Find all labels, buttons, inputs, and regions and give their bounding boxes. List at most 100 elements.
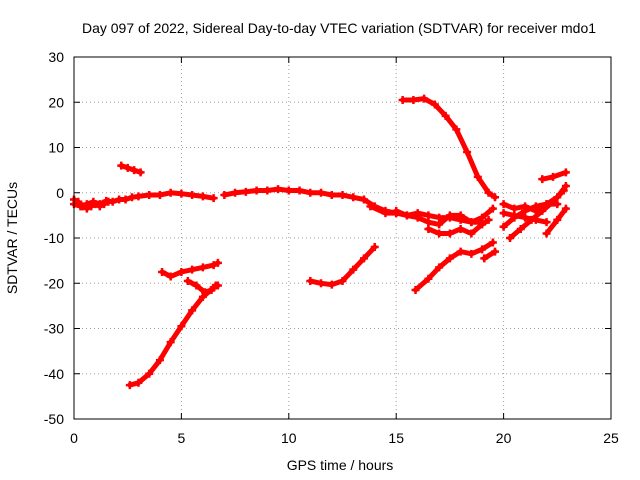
- data-point: [484, 188, 493, 197]
- data-point: [100, 200, 109, 209]
- data-point: [213, 258, 222, 267]
- data-point: [491, 193, 500, 202]
- data-point: [491, 247, 500, 256]
- data-point: [317, 279, 326, 288]
- data-point: [424, 218, 433, 227]
- series-track-7: [183, 276, 220, 297]
- data-point: [381, 209, 390, 218]
- data-point: [134, 192, 143, 201]
- data-point: [531, 202, 540, 211]
- data-point: [398, 95, 407, 104]
- data-point: [220, 191, 229, 200]
- data-point: [349, 265, 358, 274]
- data-point: [166, 188, 175, 197]
- data-point: [338, 191, 347, 200]
- x-tick-label: 5: [178, 430, 186, 446]
- data-point: [295, 186, 304, 195]
- data-point: [201, 288, 210, 297]
- series-track-13: [411, 238, 497, 295]
- data-point: [241, 187, 250, 196]
- data-point: [284, 186, 293, 195]
- data-point: [430, 100, 439, 109]
- series-track-12: [424, 215, 493, 238]
- data-point: [435, 213, 444, 222]
- data-point: [188, 265, 197, 274]
- data-point: [488, 204, 497, 213]
- data-point: [177, 267, 186, 276]
- data-point: [327, 280, 336, 289]
- series-track-19: [538, 168, 570, 184]
- chart-title: Day 097 of 2022, Sidereal Day-to-day VTE…: [82, 20, 596, 36]
- data-point: [155, 191, 164, 200]
- data-point: [561, 168, 570, 177]
- data-point: [177, 322, 186, 331]
- data-point: [538, 206, 547, 215]
- data-point: [478, 213, 487, 222]
- data-point: [456, 224, 465, 233]
- y-tick-labels: -50 -40 -30 -20 -10 0 10 20 30: [44, 49, 64, 427]
- data-point: [188, 191, 197, 200]
- data-point: [480, 254, 489, 263]
- series-track-11: [392, 204, 497, 229]
- data-point: [183, 276, 192, 285]
- data-point: [510, 204, 519, 213]
- data-point: [409, 95, 418, 104]
- data-point: [211, 281, 220, 290]
- series-line: [127, 283, 221, 388]
- x-axis-label: GPS time / hours: [287, 457, 394, 473]
- data-point: [136, 168, 145, 177]
- data-point: [549, 197, 558, 206]
- data-point: [91, 200, 100, 209]
- data-point: [366, 202, 375, 211]
- series-track-5: [125, 281, 222, 390]
- x-tick-label: 0: [70, 430, 78, 446]
- data-point: [87, 202, 96, 211]
- data-point: [74, 197, 83, 206]
- series-line: [393, 206, 496, 227]
- data-point: [424, 224, 433, 233]
- data-point: [166, 272, 175, 281]
- series-track-18: [506, 186, 568, 242]
- data-point: [473, 172, 482, 181]
- series-track-8: [306, 243, 379, 289]
- data-point: [306, 276, 315, 285]
- series-track-20: [542, 204, 570, 238]
- data-point: [413, 213, 422, 222]
- y-tick-label: 20: [48, 94, 64, 110]
- data-point: [478, 220, 487, 229]
- data-point: [317, 188, 326, 197]
- series-track-4: [117, 161, 145, 177]
- data-point: [499, 209, 508, 218]
- data-point: [130, 166, 139, 175]
- data-point: [231, 188, 240, 197]
- data-point: [506, 234, 515, 242]
- data-point: [274, 185, 283, 194]
- data-point: [445, 211, 454, 220]
- data-point: [467, 229, 476, 238]
- data-point: [420, 94, 429, 103]
- data-point: [435, 220, 444, 229]
- data-point: [521, 206, 530, 215]
- data-point: [145, 191, 154, 200]
- x-tick-label: 20: [496, 430, 512, 446]
- data-point: [145, 369, 154, 378]
- data-point: [78, 202, 87, 211]
- data-point: [467, 218, 476, 227]
- y-tick-label: 30: [48, 49, 64, 65]
- data-point: [435, 263, 444, 272]
- data-point: [392, 206, 401, 215]
- data-series: [70, 94, 570, 390]
- data-point: [209, 194, 218, 203]
- data-point: [484, 215, 493, 224]
- data-point: [445, 229, 454, 238]
- series-track-9: [398, 94, 500, 202]
- data-point: [467, 249, 476, 258]
- data-point: [198, 192, 207, 201]
- data-point: [527, 215, 536, 224]
- data-point: [134, 378, 143, 387]
- data-point: [188, 306, 197, 315]
- data-point: [445, 254, 454, 263]
- x-tick-label: 15: [388, 430, 404, 446]
- data-point: [435, 229, 444, 238]
- data-point: [542, 229, 551, 238]
